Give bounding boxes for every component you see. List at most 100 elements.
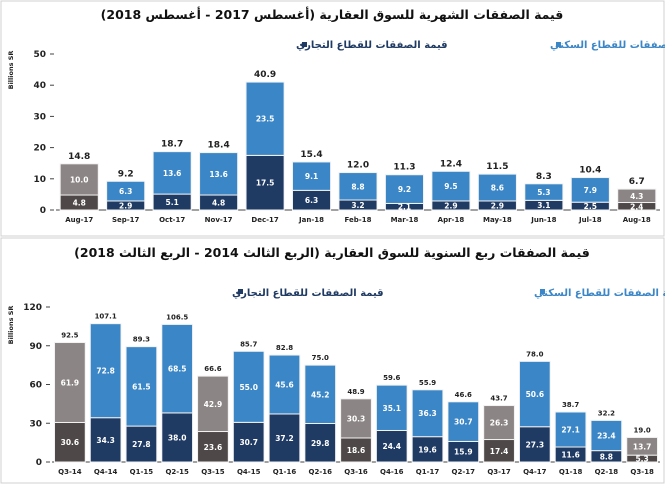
monthly-total-label: 10.4 [579, 166, 601, 176]
monthly-x-tick-label: May-18 [483, 216, 512, 224]
monthly-commercial-value-label: 3.1 [537, 201, 550, 210]
quarterly-bar-residential [554, 411, 587, 448]
quarterly-bar-residential [483, 405, 515, 441]
quarterly-y-axis-label: Billions SR [7, 306, 15, 345]
monthly-commercial-value-label: 2.4 [630, 202, 643, 211]
quarterly-total-label: 32.2 [598, 409, 615, 417]
quarterly-commercial-value-label: 30.6 [61, 438, 80, 447]
quarterly-residential-value-label: 36.3 [418, 409, 437, 418]
quarterly-bar-group: 18.6 30.3 48.9 [340, 388, 372, 463]
quarterly-x-tick-label: Q1-16 [273, 468, 297, 476]
quarterly-total-label: 55.9 [419, 379, 436, 387]
quarterly-legend-residential-swatch [540, 289, 545, 294]
monthly-x-tick-label: Aug-17 [65, 216, 93, 224]
quarterly-residential-value-label: 27.1 [561, 426, 580, 435]
monthly-y-axis-label: Billions SR [7, 51, 15, 90]
monthly-bar-group: 5.1 13.6 18.7 [152, 140, 192, 211]
quarterly-total-label: 48.9 [347, 388, 364, 396]
quarterly-x-tick-label: Q2-16 [309, 468, 333, 476]
monthly-y-tick-label: 50 [33, 50, 46, 60]
quarterly-residential-value-label: 68.5 [168, 365, 187, 374]
monthly-bar-group: 6.3 9.1 15.4 [291, 150, 332, 211]
quarterly-y-tick-label: 0 [36, 458, 42, 468]
quarterly-bar-commercial [268, 413, 301, 463]
monthly-bar-residential [199, 152, 239, 196]
quarterly-y-tick-label: 30 [29, 419, 42, 429]
monthly-legend: قيمة الصفقات للقطاع السكني قيمة الصفقات … [296, 40, 665, 51]
monthly-legend-residential-swatch [556, 42, 561, 47]
quarterly-panel: قيمة الصفقات ربع السنوية للسوق العقارية … [0, 237, 665, 484]
quarterly-commercial-value-label: 17.4 [490, 447, 509, 456]
quarterly-residential-value-label: 26.3 [490, 419, 509, 428]
quarterly-bar-residential [518, 360, 551, 428]
quarterly-x-tick-label: Q4-15 [237, 468, 261, 476]
quarterly-bar-group: 23.6 42.9 66.6 [197, 365, 229, 463]
monthly-panel-frame [0, 0, 665, 237]
monthly-y-axis: 0 10 20 30 40 50 [33, 50, 54, 216]
quarterly-bar-commercial [304, 423, 337, 463]
quarterly-total-label: 85.7 [240, 340, 257, 348]
quarterly-commercial-value-label: 30.7 [239, 438, 258, 447]
monthly-bar-group: 4.8 10.0 14.8 [59, 152, 99, 211]
monthly-bar-residential [384, 174, 425, 204]
monthly-bar-residential [617, 188, 657, 204]
monthly-total-label: 11.5 [486, 162, 508, 172]
quarterly-total-label: 82.8 [276, 344, 293, 352]
monthly-bar-residential [477, 173, 517, 202]
quarterly-residential-value-label: 42.9 [204, 400, 223, 409]
monthly-commercial-value-label: 2.9 [444, 201, 457, 210]
monthly-bar-residential [524, 183, 564, 201]
quarterly-x-tick-label: Q3-17 [487, 468, 511, 476]
quarterly-total-label: 66.6 [204, 365, 221, 373]
monthly-bar-group: 17.5 23.5 40.9 [245, 70, 285, 211]
quarterly-legend-residential-label: قيمة الصفقات للقطاع السكني [534, 288, 665, 299]
quarterly-x-tick-label: Q3-14 [58, 468, 82, 476]
quarterly-x-tick-label: Q4-14 [94, 468, 118, 476]
quarterly-y-tick-label: 90 [29, 342, 42, 352]
quarterly-y-tick-label: 60 [29, 381, 42, 391]
quarterly-total-label: 75.0 [312, 354, 329, 362]
quarterly-bar-group: 34.3 72.8 107.1 [89, 313, 122, 463]
monthly-commercial-value-label: 2.1 [398, 203, 411, 212]
monthly-bars: 4.8 10.0 14.8 2.9 6.3 9.2 5.1 13.6 18.7 4.8 13.6 18… [59, 70, 657, 212]
monthly-total-label: 15.4 [300, 150, 322, 160]
quarterly-bar-residential [340, 398, 372, 439]
quarterly-commercial-value-label: 27.8 [132, 440, 151, 449]
quarterly-bar-residential [197, 375, 229, 433]
quarterly-total-label: 19.0 [633, 426, 650, 434]
monthly-x-tick-label: Dec-17 [251, 216, 278, 224]
monthly-bar-group: 3.1 5.3 8.3 [524, 172, 564, 211]
monthly-residential-value-label: 7.9 [584, 186, 597, 195]
quarterly-legend-commercial-swatch [238, 289, 243, 294]
monthly-x-axis: Aug-17 Sep-17 Oct-17 Nov-17 Dec-17 Jan-18 Feb-… [65, 216, 651, 224]
monthly-y-tick-label: 40 [33, 81, 46, 91]
monthly-total-label: 12.0 [347, 161, 369, 171]
monthly-commercial-value-label: 4.8 [73, 199, 86, 208]
quarterly-bar-group: 38.0 68.5 106.5 [161, 313, 194, 463]
monthly-residential-value-label: 9.5 [444, 182, 457, 191]
quarterly-total-label: 78.0 [526, 350, 543, 358]
quarterly-y-tick-label: 120 [23, 303, 42, 313]
quarterly-bar-group: 15.9 30.7 46.6 [447, 391, 480, 463]
monthly-bar-group: 2.9 9.5 12.4 [431, 159, 471, 211]
quarterly-bar-group: 19.6 36.3 55.9 [411, 379, 444, 463]
monthly-x-tick-label: Oct-17 [159, 216, 185, 224]
quarterly-commercial-value-label: 19.6 [418, 445, 437, 454]
monthly-total-label: 18.7 [161, 140, 183, 150]
quarterly-commercial-value-label: 8.8 [600, 452, 613, 461]
monthly-legend-commercial-label: قيمة الصفقات للقطاع التجاري [296, 40, 448, 51]
monthly-y-tick-label: 20 [33, 144, 46, 154]
quarterly-bar-residential [89, 323, 122, 419]
quarterly-x-tick-label: Q3-15 [201, 468, 225, 476]
quarterly-residential-value-label: 30.3 [347, 414, 366, 423]
quarterly-x-tick-label: Q4-16 [380, 468, 404, 476]
quarterly-bar-residential [232, 350, 265, 423]
monthly-residential-value-label: 9.2 [398, 185, 411, 194]
quarterly-residential-value-label: 72.8 [96, 367, 115, 376]
quarterly-bar-group: 8.8 23.4 32.2 [590, 409, 623, 463]
quarterly-bar-residential [590, 419, 623, 452]
monthly-residential-value-label: 10.0 [70, 175, 89, 184]
quarterly-legend-commercial-label: قيمة الصفقات للقطاع التجاري [232, 288, 384, 299]
monthly-bar-group: 2.5 7.9 10.4 [570, 166, 610, 211]
